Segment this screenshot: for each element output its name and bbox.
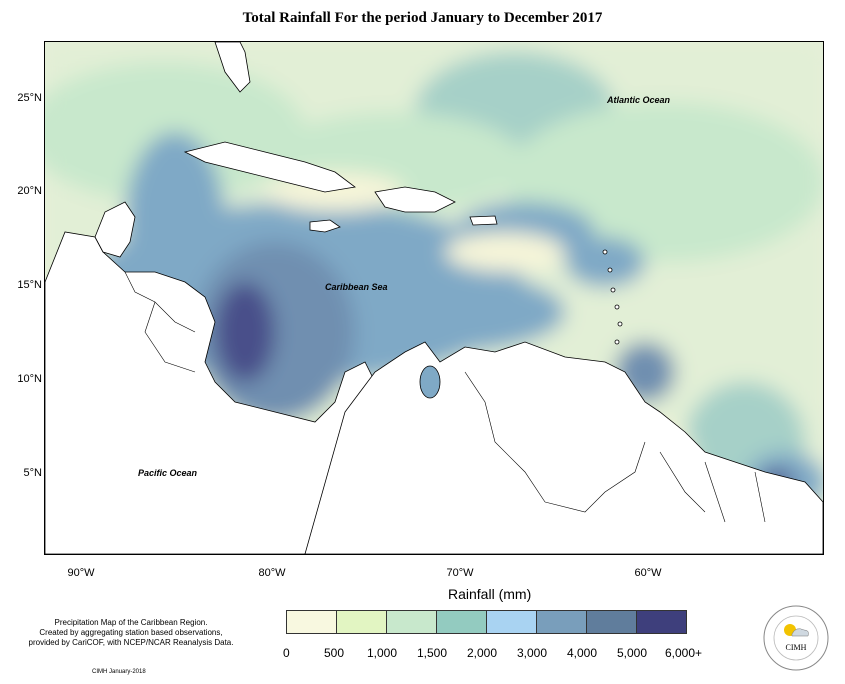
rainfall-field	[45, 42, 823, 554]
legend-tick-4000: 4,000	[567, 646, 598, 660]
lat-label-20n: 20°N	[17, 185, 42, 197]
rainfall-map: Atlantic Ocean Caribbean Sea Pacific Oce…	[44, 41, 824, 555]
lat-label-25n: 25°N	[17, 92, 42, 104]
legend-title: Rainfall (mm)	[448, 586, 532, 602]
lat-label-5n: 5°N	[23, 467, 42, 479]
lon-label-70w: 70°W	[446, 567, 474, 579]
legend-tick-2000: 2,000	[467, 646, 498, 660]
legend-swatch-6	[537, 611, 587, 633]
legend-tick-500: 500	[324, 646, 345, 660]
cloud-icon	[791, 628, 809, 637]
lat-label-15n: 15°N	[17, 279, 42, 291]
ocean-label-caribbean: Caribbean Sea	[325, 282, 388, 292]
lake-maracaibo	[419, 365, 441, 399]
credit-text: CIMH January-2018	[92, 669, 146, 675]
legend-swatch-2	[337, 611, 387, 633]
lon-label-80w: 80°W	[258, 567, 286, 579]
note-line-1: Precipitation Map of the Caribbean Regio…	[54, 618, 208, 627]
lon-label-90w: 90°W	[67, 567, 95, 579]
note-line-2: Created by aggregating station based obs…	[39, 628, 223, 637]
legend-tick-1500: 1,500	[417, 646, 448, 660]
legend-swatch-8	[637, 611, 686, 633]
map-title: Total Rainfall For the period January to…	[242, 10, 603, 26]
logo-text: CIMH	[786, 643, 807, 652]
ocean-label-pacific: Pacific Ocean	[138, 468, 198, 478]
lat-label-10n: 10°N	[17, 373, 42, 385]
legend-tick-1000: 1,000	[367, 646, 398, 660]
rainfall-map-graphic	[45, 42, 823, 554]
legend-tick-3000: 3,000	[517, 646, 548, 660]
cimh-logo: CIMH	[762, 604, 830, 672]
legend-swatch-1	[287, 611, 337, 633]
map-description-note: Precipitation Map of the Caribbean Regio…	[0, 618, 262, 648]
lon-label-60w: 60°W	[634, 567, 662, 579]
legend-color-bar	[286, 610, 687, 634]
legend-tick-6000plus: 6,000+	[665, 646, 703, 660]
note-line-3: provided by CariCOF, with NCEP/NCAR Rean…	[28, 638, 234, 647]
legend-swatch-7	[587, 611, 637, 633]
ocean-label-atlantic: Atlantic Ocean	[607, 95, 671, 105]
legend-swatch-5	[487, 611, 537, 633]
legend-swatch-3	[387, 611, 437, 633]
legend-tick-5000: 5,000	[617, 646, 648, 660]
legend-tick-0: 0	[283, 646, 290, 660]
country-borders	[124, 271, 766, 523]
legend-swatch-4	[437, 611, 487, 633]
